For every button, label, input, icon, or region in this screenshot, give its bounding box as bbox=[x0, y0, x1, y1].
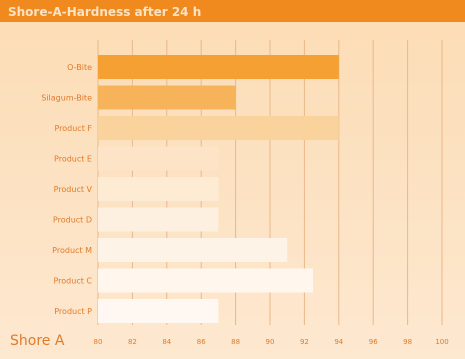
x-tick-label: 80 bbox=[94, 338, 103, 346]
category-label: Product P bbox=[54, 307, 92, 316]
bar-o-bite bbox=[98, 55, 339, 79]
bar-product-f bbox=[98, 116, 339, 140]
x-tick-label: 86 bbox=[197, 338, 206, 346]
bar-product-v bbox=[98, 177, 219, 201]
category-label: Product C bbox=[53, 277, 92, 286]
bar-product-m bbox=[98, 238, 288, 262]
x-tick-label: 84 bbox=[162, 338, 171, 346]
x-tick-label: 100 bbox=[435, 338, 448, 346]
x-tick-label: 88 bbox=[231, 338, 240, 346]
bar-product-e bbox=[98, 146, 219, 171]
x-tick-label: 98 bbox=[403, 338, 412, 346]
x-tick-label: 92 bbox=[300, 338, 309, 346]
bar-product-d bbox=[98, 207, 219, 232]
x-tick-label: 94 bbox=[334, 338, 343, 346]
category-label: O-Bite bbox=[67, 63, 92, 72]
bar-product-c bbox=[98, 268, 313, 293]
chart-title: Shore-A-Hardness after 24 h bbox=[8, 5, 201, 19]
bar-silagum-bite bbox=[98, 85, 236, 110]
category-label: Silagum-Bite bbox=[41, 94, 92, 103]
x-axis-label: Shore A bbox=[10, 333, 65, 349]
title-bar bbox=[0, 0, 465, 22]
bars-group bbox=[98, 55, 339, 323]
x-axis-ticks: 80 82 84 86 88 90 92 94 96 98 100 bbox=[94, 338, 449, 346]
category-label: Product E bbox=[54, 155, 92, 164]
x-tick-label: 82 bbox=[128, 338, 137, 346]
bar-product-p bbox=[98, 299, 219, 323]
x-tick-label: 90 bbox=[266, 338, 275, 346]
category-labels: O-Bite Silagum-Bite Product F Product E Prod… bbox=[41, 63, 92, 316]
category-label: Product V bbox=[54, 185, 93, 194]
category-label: Product D bbox=[53, 216, 92, 225]
category-label: Product M bbox=[52, 246, 92, 255]
category-label: Product F bbox=[54, 124, 92, 133]
x-tick-label: 96 bbox=[369, 338, 378, 346]
